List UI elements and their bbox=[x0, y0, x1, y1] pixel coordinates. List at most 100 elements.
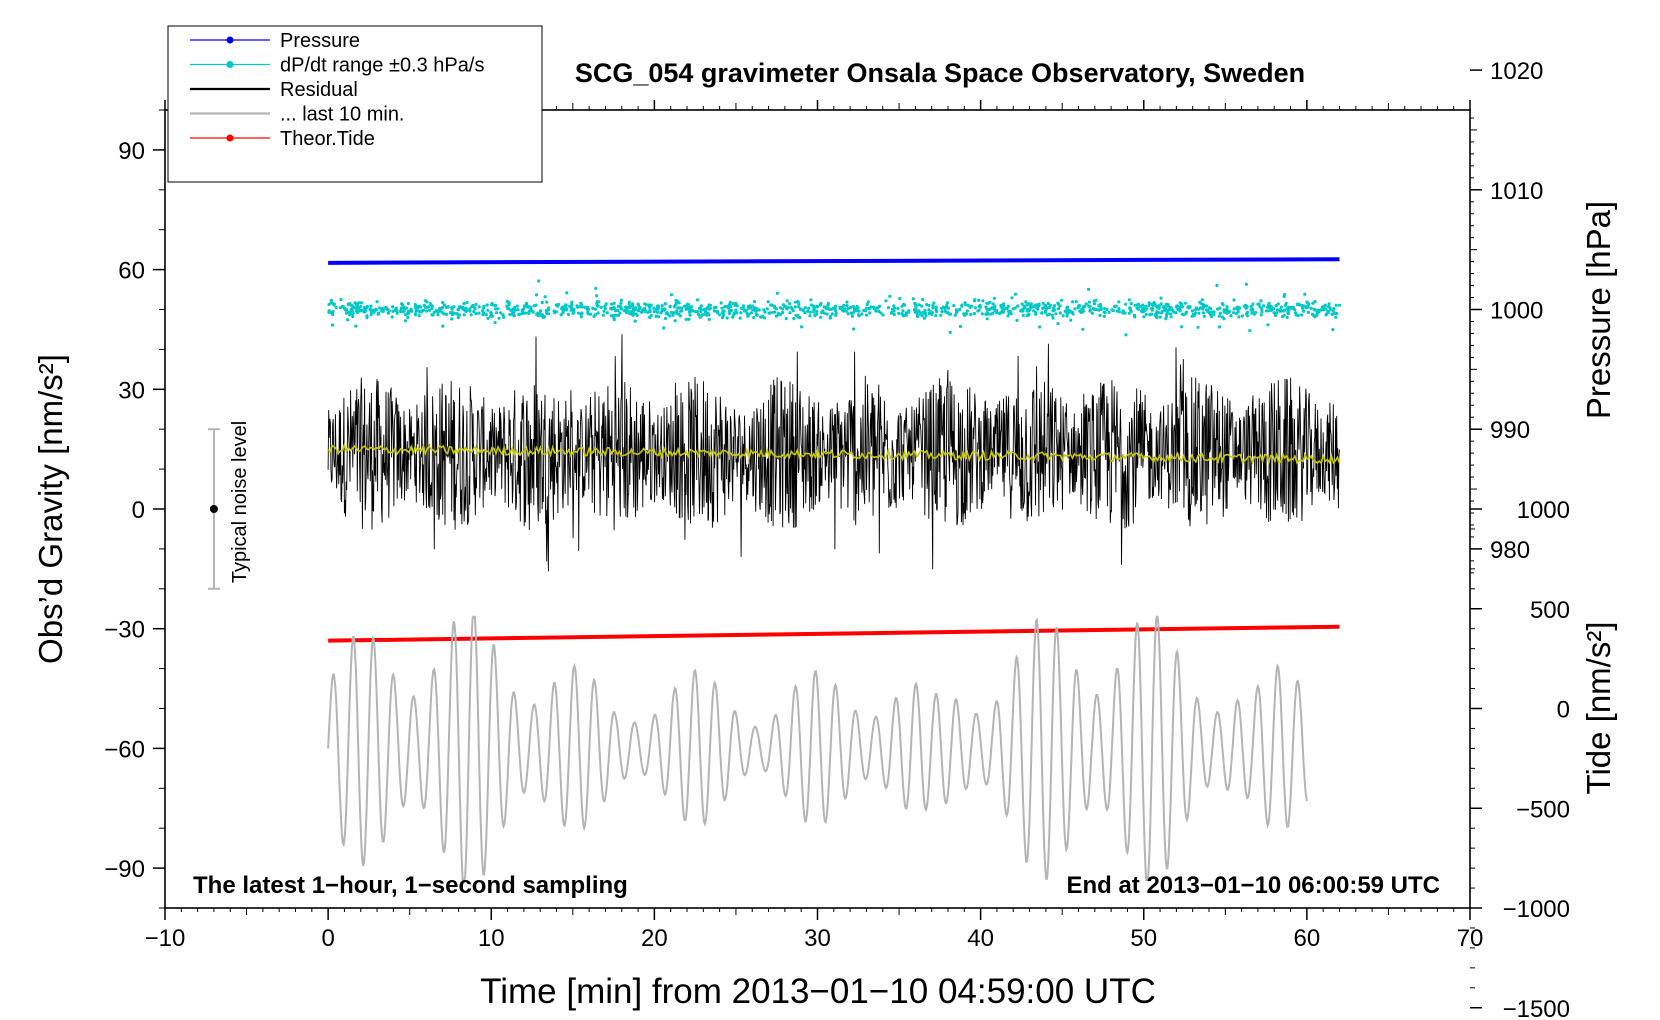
dpdt-point bbox=[714, 305, 718, 309]
pressure-tick-label: 990 bbox=[1490, 417, 1530, 444]
dpdt-point bbox=[808, 314, 812, 318]
dpdt-point bbox=[610, 307, 614, 311]
dpdt-point bbox=[473, 307, 477, 311]
dpdt-point bbox=[708, 306, 713, 310]
dpdt-point bbox=[1176, 307, 1180, 311]
dpdt-point bbox=[1301, 306, 1305, 310]
dpdt-point bbox=[1321, 306, 1326, 310]
dpdt-point bbox=[351, 314, 355, 319]
dpdt-point bbox=[494, 303, 498, 308]
dpdt-point bbox=[1135, 306, 1139, 310]
dpdt-point bbox=[338, 306, 342, 310]
dpdt-point bbox=[434, 308, 438, 313]
dpdt-point bbox=[1124, 302, 1128, 306]
dpdt-point bbox=[914, 310, 918, 314]
dpdt-point bbox=[896, 307, 900, 311]
dpdt-point bbox=[793, 305, 797, 309]
dpdt-point bbox=[1088, 309, 1092, 313]
dpdt-point bbox=[1285, 315, 1289, 319]
dpdt-point bbox=[673, 319, 677, 323]
x-axis-label: Time [min] from 2013−01−10 04:59:00 UTC bbox=[480, 972, 1156, 1011]
dpdt-point bbox=[450, 305, 454, 309]
dpdt-point bbox=[973, 306, 978, 310]
dpdt-point bbox=[815, 312, 819, 316]
dpdt-point bbox=[808, 310, 812, 314]
dpdt-point bbox=[1278, 309, 1282, 313]
dpdt-point bbox=[402, 306, 406, 310]
dpdt-point bbox=[728, 300, 732, 304]
dpdt-point bbox=[1147, 303, 1151, 307]
dpdt-point bbox=[1245, 310, 1250, 314]
dpdt-point bbox=[820, 310, 824, 315]
dpdt-point bbox=[940, 310, 944, 314]
dpdt-point bbox=[907, 309, 911, 313]
dpdt-point bbox=[1327, 305, 1331, 309]
dpdt-point bbox=[798, 307, 803, 311]
dpdt-point bbox=[464, 306, 468, 311]
dpdt-point bbox=[601, 313, 605, 317]
dpdt-point bbox=[1028, 302, 1033, 307]
dpdt-point bbox=[1147, 301, 1151, 305]
dpdt-point bbox=[855, 306, 859, 311]
dpdt-point bbox=[460, 306, 464, 310]
dpdt-point bbox=[846, 312, 850, 316]
dpdt-point bbox=[1305, 305, 1309, 309]
dpdt-point bbox=[448, 311, 453, 315]
dpdt-point bbox=[969, 312, 973, 317]
dpdt-point bbox=[673, 303, 677, 307]
dpdt-point bbox=[576, 305, 580, 309]
dpdt-point bbox=[1274, 311, 1278, 315]
dpdt-point bbox=[1051, 306, 1056, 310]
dpdt-point bbox=[532, 304, 536, 308]
dpdt-point bbox=[422, 303, 426, 307]
dpdt-point bbox=[708, 303, 713, 307]
dpdt-point bbox=[958, 307, 962, 312]
dpdt-point bbox=[785, 299, 789, 303]
dpdt-point bbox=[1020, 302, 1024, 306]
dpdt-point bbox=[827, 307, 831, 311]
dpdt-point bbox=[464, 309, 468, 313]
dpdt-point bbox=[973, 299, 977, 303]
dpdt-point bbox=[413, 312, 418, 317]
dpdt-point bbox=[566, 312, 571, 316]
dpdt-point bbox=[796, 300, 800, 304]
dpdt-point bbox=[1133, 303, 1137, 307]
dpdt-point bbox=[515, 304, 519, 308]
dpdt-point bbox=[612, 301, 616, 305]
dpdt-point bbox=[991, 302, 995, 306]
dpdt-point bbox=[588, 312, 593, 316]
dpdt-point bbox=[364, 309, 368, 313]
dpdt-point bbox=[857, 309, 861, 313]
dpdt-point bbox=[1043, 303, 1048, 308]
dpdt-point bbox=[1150, 307, 1154, 311]
dpdt-point bbox=[1133, 315, 1137, 319]
dpdt-point bbox=[941, 305, 946, 309]
dpdt-point bbox=[727, 311, 732, 316]
dpdt-point bbox=[1332, 306, 1336, 311]
dpdt-point bbox=[656, 315, 661, 319]
dpdt-point bbox=[535, 312, 539, 316]
dpdt-point bbox=[470, 305, 474, 309]
dpdt-point bbox=[1337, 303, 1342, 307]
dpdt-point bbox=[1201, 307, 1205, 311]
dpdt-point bbox=[331, 323, 335, 327]
dpdt-point bbox=[1013, 306, 1018, 310]
dpdt-point bbox=[614, 313, 618, 317]
dpdt-point bbox=[1190, 309, 1194, 313]
dpdt-point bbox=[668, 314, 672, 318]
dpdt-point bbox=[707, 317, 711, 321]
dpdt-point bbox=[788, 311, 792, 315]
dpdt-point bbox=[1306, 310, 1310, 314]
dpdt-point bbox=[927, 303, 931, 307]
dpdt-point bbox=[1027, 309, 1031, 313]
tide-tick-label: 500 bbox=[1530, 597, 1570, 624]
dpdt-point bbox=[939, 313, 943, 317]
dpdt-point bbox=[474, 302, 478, 306]
legend-label: Residual bbox=[280, 79, 358, 101]
dpdt-point bbox=[1208, 312, 1212, 317]
dpdt-point bbox=[633, 319, 637, 323]
dpdt-point bbox=[1167, 308, 1171, 312]
dpdt-point bbox=[611, 313, 615, 318]
dpdt-point bbox=[540, 300, 544, 305]
dpdt-point bbox=[862, 308, 866, 313]
